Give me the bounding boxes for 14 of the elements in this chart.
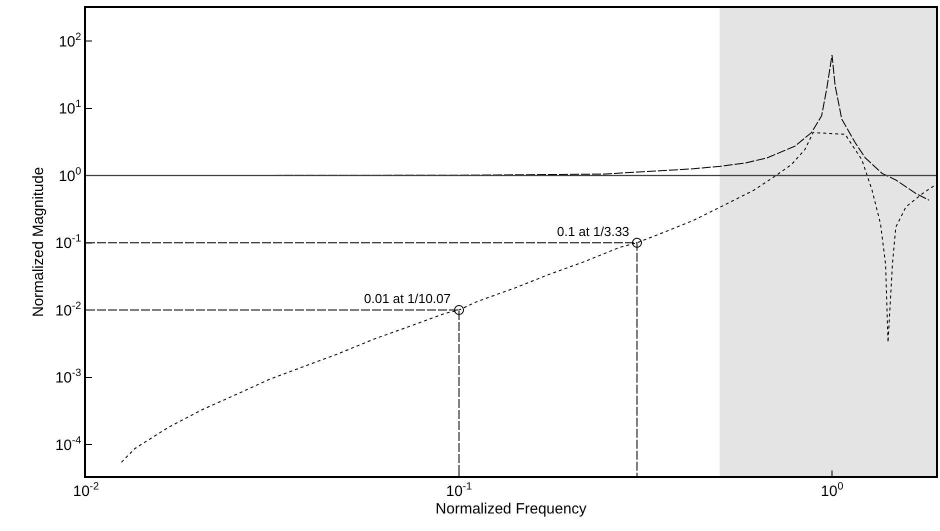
y-axis-title: Normalized Magnitude — [30, 166, 47, 318]
annotation: 0.01 at 1/10.07 — [364, 291, 451, 306]
annotation: 0.1 at 1/3.33 — [557, 224, 630, 239]
x-axis-title: Normalized Frequency — [436, 500, 587, 518]
y-tick-label: 10$^{-1}$ — [55, 232, 82, 252]
y-tick-label: 10$^{-3}$ — [55, 367, 82, 386]
y-tick-label: 10$^{-4}$ — [55, 434, 82, 454]
y-tick-label: 10$^{2}$ — [58, 30, 82, 50]
x-tick-label: 10$^{0}$ — [820, 480, 844, 500]
y-tick-label: 10$^{-2}$ — [55, 300, 82, 320]
y-tick-label: 10$^{0}$ — [58, 165, 82, 185]
y-tick-label: 10$^{1}$ — [58, 98, 82, 118]
x-tick-label: 10$^{-1}$ — [446, 480, 472, 500]
x-tick-label: 10$^{-2}$ — [72, 480, 100, 500]
